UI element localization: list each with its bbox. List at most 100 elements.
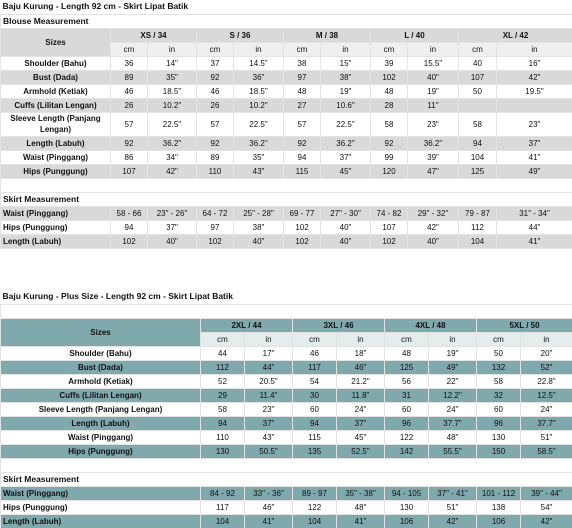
measure-cell: 39 (370, 55, 408, 71)
table-row: Armhold (Ketiak) 46 18.5" 46 18.5" 48 19" 48 19"… (0, 83, 572, 99)
measure-cell: 57 (283, 111, 321, 137)
measure-cell: 44" (495, 219, 572, 235)
measure-cell: 49" (428, 359, 477, 375)
measure-cell: 20" (519, 345, 572, 361)
blouse-heading: Blouse Measurement (0, 13, 572, 29)
row-label: Length (Labuh) (0, 415, 201, 431)
measure-cell: 84 - 92 (200, 485, 245, 501)
measure-cell: 42" (147, 163, 197, 179)
measure-cell: 50 (458, 83, 497, 99)
measure-cell: 94 (110, 219, 148, 235)
measure-cell: 24" (428, 401, 477, 417)
measure-cell: 57 (196, 111, 234, 137)
measure-cell: 102 (370, 233, 408, 249)
unit-in: in (336, 331, 385, 347)
measure-cell: 120 (370, 163, 408, 179)
unit-cm: cm (196, 41, 234, 57)
measure-cell: 17" (244, 345, 293, 361)
measure-cell: 104 (458, 233, 497, 249)
measure-cell: 99 (370, 149, 408, 165)
measure-cell: 48 (384, 345, 429, 361)
measure-cell: 102 (283, 233, 321, 249)
measure-cell: 69 - 77 (283, 205, 321, 221)
measure-cell: 142 (384, 443, 429, 459)
skirt-heading: Skirt Measurement (0, 471, 572, 487)
measure-cell: 24" (519, 401, 572, 417)
section-heading-row: Skirt Measurement (0, 191, 572, 207)
measure-cell: 37" (336, 415, 385, 431)
unit-in: in (320, 41, 371, 57)
measure-cell: 19" (407, 83, 459, 99)
measure-cell: 22" (428, 373, 477, 389)
measure-cell: 97 (283, 69, 321, 85)
measure-cell: 20.5" (244, 373, 293, 389)
measure-cell: 36.2" (407, 135, 459, 151)
sizes-header-row: Sizes XS / 34 S / 36 M / 38 L / 40 XL / 42 (0, 27, 572, 57)
measure-cell: 22.5" (147, 111, 197, 137)
unit-in: in (244, 331, 293, 347)
row-label: Shoulder (Bahu) (0, 345, 201, 361)
measure-cell: 11" (407, 97, 459, 113)
measure-cell: 94 (292, 415, 337, 431)
measure-cell: 19" (320, 83, 371, 99)
unit-in: in (407, 41, 459, 57)
measure-cell: 41" (495, 149, 572, 165)
table-row: Waist (Pinggang) 86 34" 89 35" 94 37" 99 39" 104 4… (0, 149, 572, 165)
measure-cell: 102 (196, 233, 234, 249)
table-title: Baju Kurung - Length 92 cm - Skirt Lipat… (0, 0, 572, 14)
measure-cell: 50 (476, 345, 521, 361)
measure-cell: 40" (407, 69, 459, 85)
measure-cell: 122 (292, 499, 337, 515)
measure-cell: 58 - 66 (110, 205, 148, 221)
row-label: Cuffs (Lilitan Lengan) (0, 97, 111, 113)
measure-cell: 64 - 72 (196, 205, 234, 221)
measure-cell: 30 (292, 387, 337, 403)
measure-cell: 43" (233, 163, 284, 179)
measure-cell: 10.6" (320, 97, 371, 113)
measure-cell: 56 (384, 373, 429, 389)
measure-cell: 29 (200, 387, 245, 403)
measure-cell: 11.8" (336, 387, 385, 403)
unit-cm: cm (283, 41, 321, 57)
measure-cell: 94 (283, 149, 321, 165)
measure-cell: 86 (110, 149, 148, 165)
row-label: Length (Labuh) (0, 233, 111, 249)
table-row: Hips (Punggung) 117 46" 122 48" 130 51" 138 54" (0, 499, 572, 515)
measure-cell: 102 (283, 219, 321, 235)
measure-cell: 39" (407, 149, 459, 165)
measure-cell: 37" (244, 415, 293, 431)
measure-cell: 60 (384, 401, 429, 417)
measure-cell: 45" (336, 429, 385, 445)
measure-cell: 41" (336, 513, 385, 528)
measure-cell: 60 (292, 401, 337, 417)
row-label: Hips (Punggung) (0, 443, 201, 459)
measure-cell: 110 (196, 163, 234, 179)
measure-cell: 57 (110, 111, 148, 137)
measure-cell: 12.5" (519, 387, 572, 403)
measure-cell: 107 (110, 163, 148, 179)
measure-cell: 89 - 97 (292, 485, 337, 501)
size-header: S / 36 (196, 27, 284, 43)
measure-cell: 117 (292, 359, 337, 375)
measure-cell: 130 (476, 429, 521, 445)
measure-cell: 102 (110, 233, 148, 249)
table-row: Length (Labuh) 104 41" 104 41" 106 42" 106 42" (0, 513, 572, 528)
measure-cell: 92 (110, 135, 148, 151)
measure-cell: 106 (476, 513, 521, 528)
measure-cell: 38" (320, 69, 371, 85)
measure-cell: 42" (495, 69, 572, 85)
row-label: Cuffs (Lilitan Lengan) (0, 387, 201, 403)
measure-cell: 58 (476, 373, 521, 389)
measure-cell: 44 (200, 345, 245, 361)
measure-cell: 104 (458, 149, 497, 165)
measure-cell: 92 (283, 135, 321, 151)
measure-cell: 27" - 30" (320, 205, 371, 221)
measure-cell: 101 - 112 (476, 485, 521, 501)
measure-cell: 46 (110, 83, 148, 99)
unit-cm: cm (458, 41, 497, 57)
measure-cell: 14" (147, 55, 197, 71)
measure-cell: 51" (428, 499, 477, 515)
sizes-header-row: Sizes 2XL / 44 3XL / 46 4XL / 48 5XL / 50 (0, 317, 572, 347)
measure-cell: 36 (110, 55, 148, 71)
measure-cell: 55.5" (428, 443, 477, 459)
